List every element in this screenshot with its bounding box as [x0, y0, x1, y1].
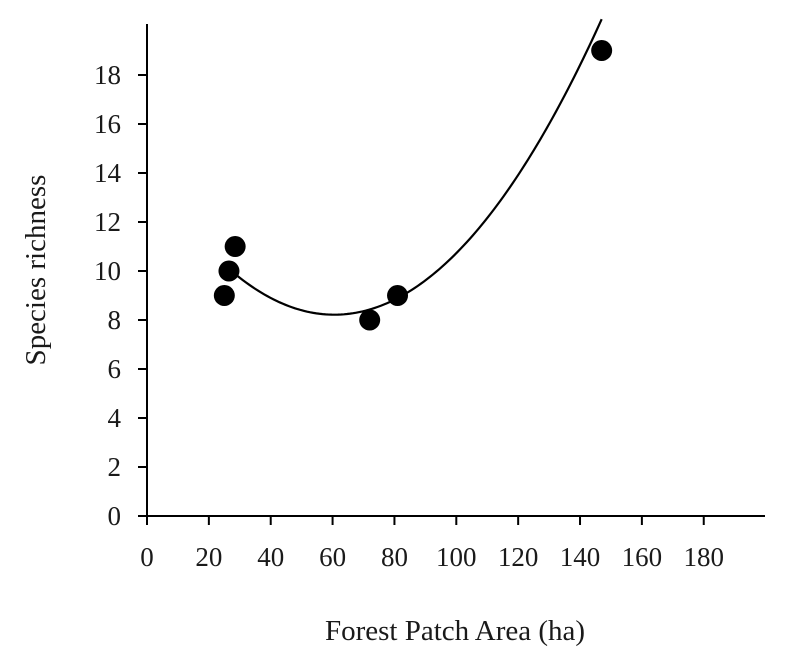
axes: [146, 24, 765, 517]
x-tick-label: 60: [319, 542, 346, 572]
x-tick-label: 120: [498, 542, 539, 572]
y-tick-label: 8: [108, 305, 122, 335]
x-tick-label: 100: [436, 542, 477, 572]
data-point: [224, 236, 246, 257]
y-tick-label: 12: [94, 207, 121, 237]
y-tick-label: 4: [108, 403, 122, 433]
data-points: [213, 40, 613, 331]
y-tick-label: 18: [94, 60, 121, 90]
y-axis-ticks: 0 2 4 6 8 10 12 14 16 18: [94, 60, 147, 531]
data-point: [218, 260, 240, 282]
y-tick-label: 10: [94, 256, 121, 286]
data-point: [359, 309, 381, 331]
x-tick-label: 0: [140, 542, 154, 572]
y-axis-title: Species richness: [20, 175, 52, 366]
y-tick-label: 6: [108, 354, 122, 384]
y-tick-label: 14: [94, 158, 122, 188]
x-tick-label: 140: [560, 542, 601, 572]
x-tick-label: 180: [683, 542, 724, 572]
data-point: [591, 40, 613, 61]
x-axis-title: Forest Patch Area (ha): [325, 615, 585, 647]
x-tick-label: 80: [381, 542, 408, 572]
x-tick-label: 40: [257, 542, 284, 572]
x-tick-label: 20: [195, 542, 222, 572]
x-axis-ticks: 0 20 40 60 80 100 120 140 160 180: [140, 516, 724, 572]
y-tick-label: 0: [108, 501, 122, 531]
data-point: [213, 285, 235, 306]
x-tick-label: 160: [622, 542, 663, 572]
y-tick-label: 2: [108, 452, 122, 482]
y-tick-label: 16: [94, 109, 121, 139]
trend-curve: [232, 18, 603, 316]
data-point: [387, 285, 409, 306]
